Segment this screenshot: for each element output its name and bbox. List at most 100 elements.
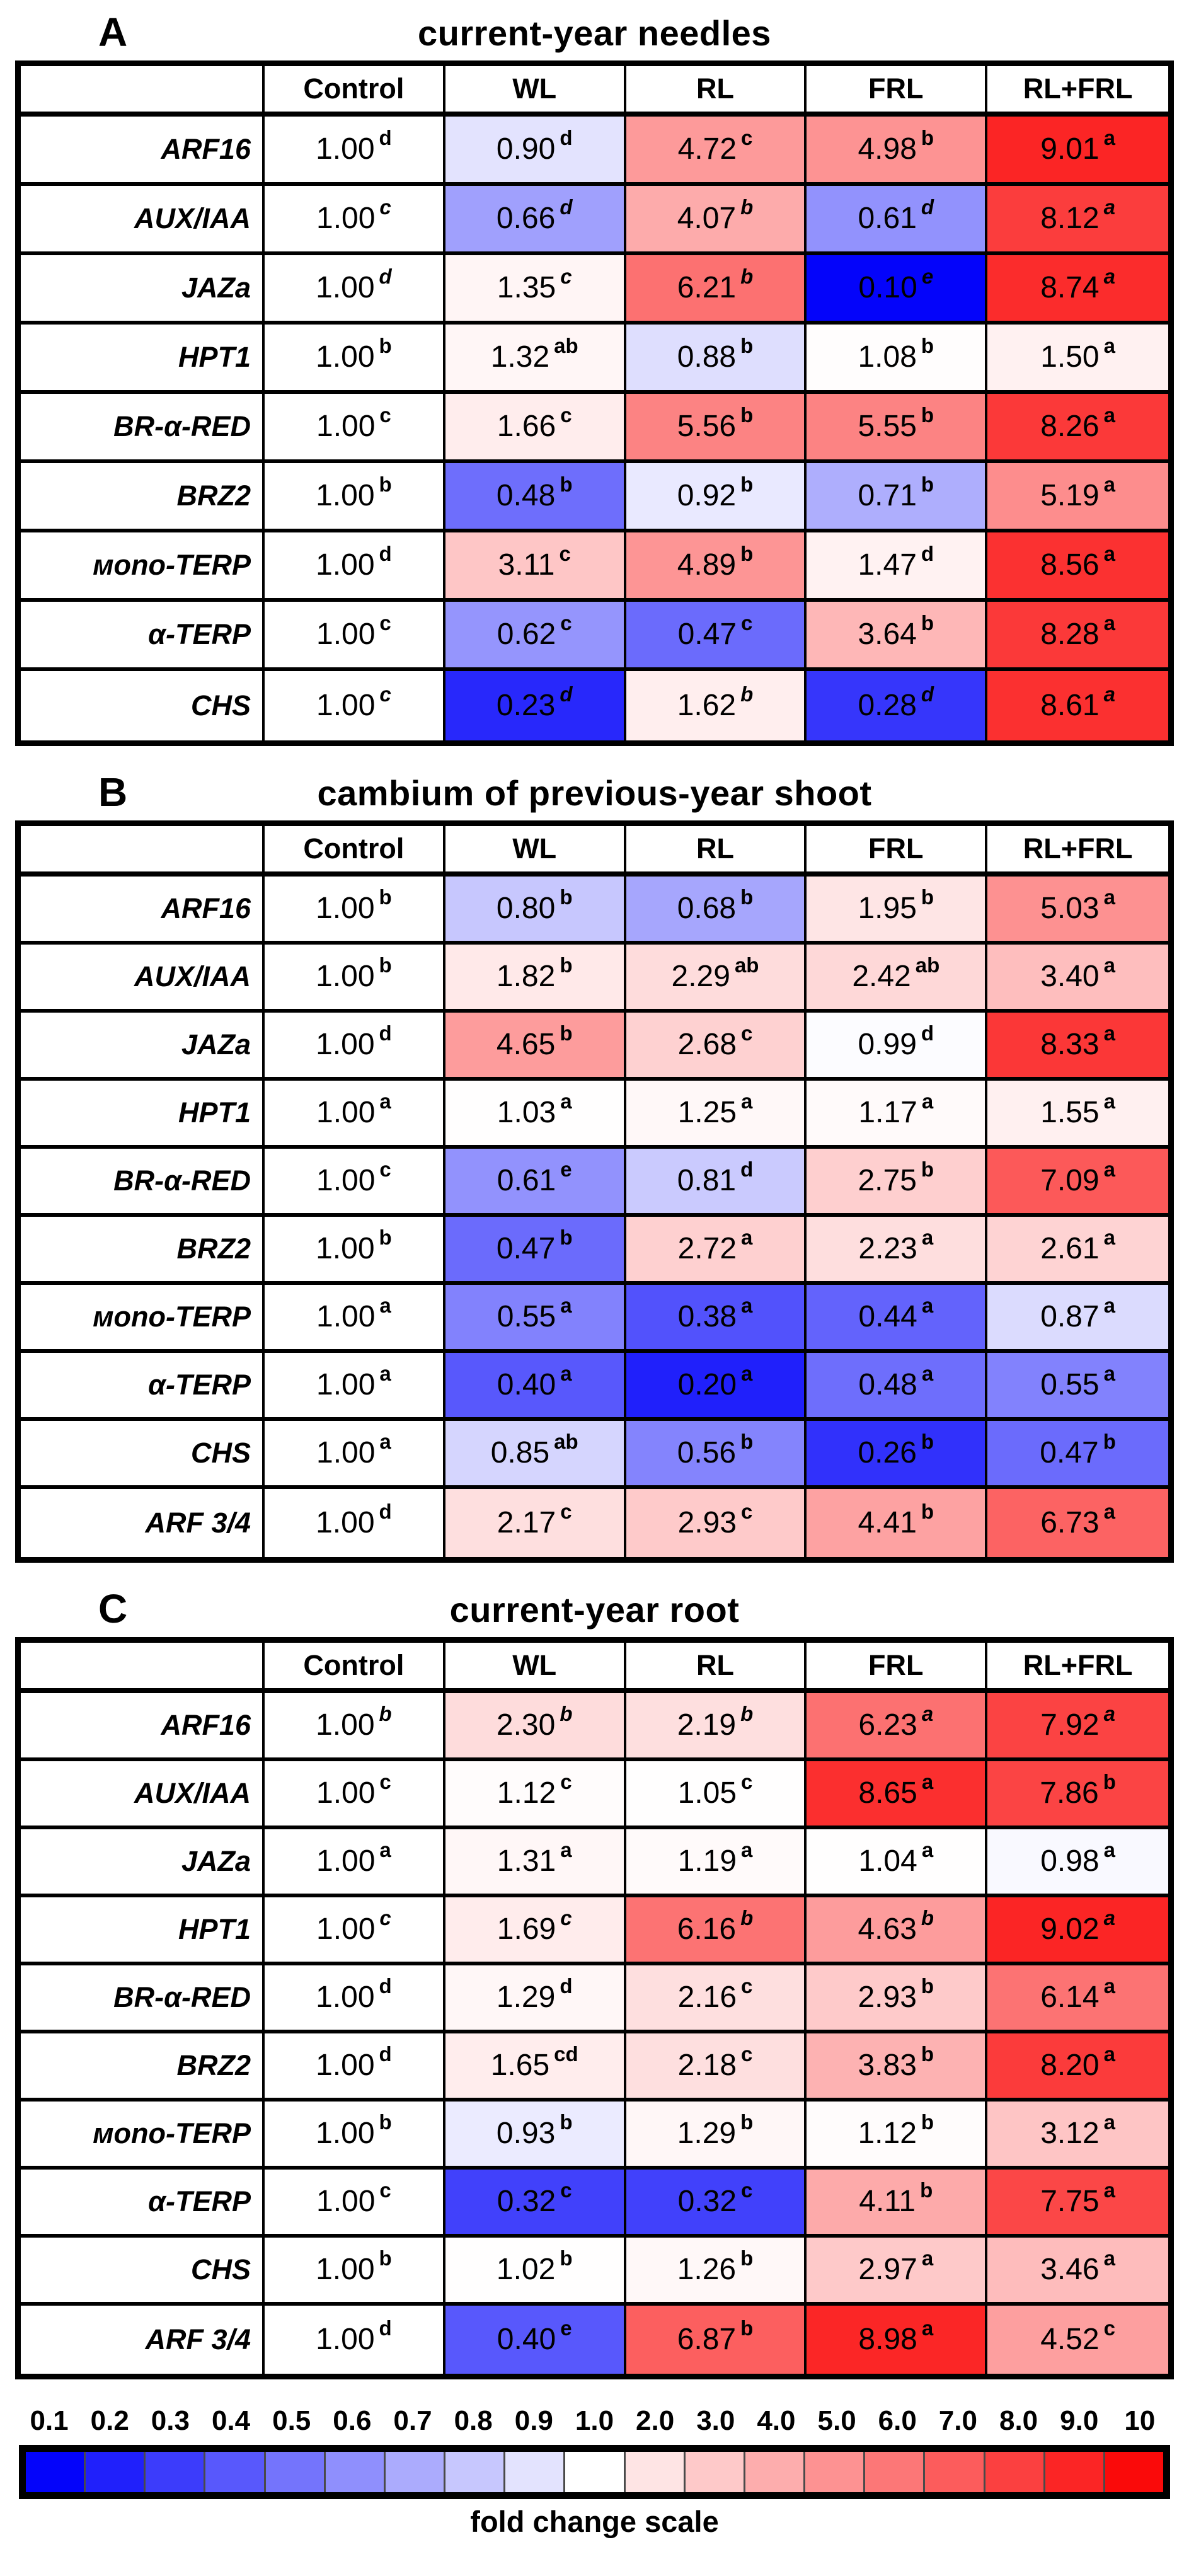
heatmap-cell: 4.65 b bbox=[445, 1013, 626, 1081]
cell-significance: a bbox=[1103, 1157, 1115, 1181]
cell-value: 5.55 bbox=[858, 410, 917, 443]
cell-significance: a bbox=[1103, 1021, 1115, 1045]
heatmap-cell: 0.68 b bbox=[626, 877, 807, 945]
cell-significance: b bbox=[921, 1499, 934, 1523]
heatmap-cell: 2.18 c bbox=[626, 2033, 807, 2102]
scale-tick-label: 0.8 bbox=[454, 2405, 493, 2436]
heatmap-cell: 2.19 b bbox=[626, 1693, 807, 1761]
heatmap-cell: 6.16 b bbox=[626, 1897, 807, 1965]
heatmap-cell: 1.00 b bbox=[265, 1693, 445, 1761]
column-header: RL bbox=[626, 1643, 807, 1693]
gene-label: CHS bbox=[21, 2238, 265, 2306]
cell-significance: a bbox=[1103, 472, 1115, 496]
heatmap-cell: 0.32 c bbox=[445, 2170, 626, 2238]
cell-significance: a bbox=[1103, 125, 1115, 149]
heatmap-cell: 1.00 d bbox=[265, 117, 445, 186]
cell-significance: b bbox=[740, 1429, 754, 1453]
cell-value: 1.82 bbox=[496, 960, 556, 993]
heatmap-cell: 8.74 a bbox=[987, 255, 1168, 325]
cell-value: 0.23 bbox=[496, 689, 556, 722]
cell-value: 0.38 bbox=[677, 1300, 737, 1333]
heatmap-cell: 0.44 a bbox=[807, 1285, 988, 1353]
heatmap-cell: 0.55 a bbox=[987, 1353, 1168, 1421]
cell-value: 1.00 bbox=[316, 548, 375, 582]
heatmap-cell: 1.00 b bbox=[265, 1217, 445, 1285]
cell-value: 1.03 bbox=[497, 1096, 556, 1129]
panel-letter: C bbox=[98, 1586, 128, 1631]
heatmap-cell: 1.95 b bbox=[807, 877, 988, 945]
cell-significance: d bbox=[379, 1021, 392, 1045]
cell-significance: a bbox=[741, 1293, 753, 1317]
cell-value: 1.69 bbox=[497, 1912, 556, 1946]
cell-value: 2.42 bbox=[852, 960, 911, 993]
cell-significance: d bbox=[379, 541, 392, 565]
scale-tick-label: 1.0 bbox=[575, 2405, 614, 2436]
gene-label: BRZ2 bbox=[21, 463, 265, 532]
scale-color-bar bbox=[19, 2445, 1170, 2499]
scale-swatch bbox=[385, 2452, 446, 2492]
cell-significance: d bbox=[379, 264, 392, 288]
fold-change-scale: 0.1 0.2 0.3 0.4 0.5 0.6 0.7 0.8 0.9 1.0 2.0 3.0 4.0 5… bbox=[19, 2405, 1170, 2539]
heatmap-cell: 0.87 a bbox=[987, 1285, 1168, 1353]
heatmap-cell: 1.00 d bbox=[265, 255, 445, 325]
cell-value: 1.00 bbox=[316, 2117, 375, 2150]
heatmap-cell: 1.32 ab bbox=[445, 325, 626, 394]
cell-value: 3.83 bbox=[858, 2049, 917, 2082]
heatmap-cell: 1.19 a bbox=[626, 1829, 807, 1897]
scale-swatch bbox=[445, 2452, 506, 2492]
scale-tick-label: 0.7 bbox=[393, 2405, 432, 2436]
heatmap-cell: 6.23 a bbox=[807, 1693, 988, 1761]
cell-value: 2.68 bbox=[677, 1028, 737, 1061]
heatmap-cell: 1.00 d bbox=[265, 1965, 445, 2033]
cell-significance: a bbox=[1103, 885, 1115, 909]
cell-significance: b bbox=[379, 472, 392, 496]
cell-significance: b bbox=[740, 1701, 754, 1725]
cell-value: 3.40 bbox=[1040, 960, 1100, 993]
heatmap-cell: 8.20 a bbox=[987, 2033, 1168, 2102]
cell-value: 1.00 bbox=[316, 1232, 375, 1265]
scale-tick-label: 0.9 bbox=[514, 2405, 553, 2436]
cell-value: 1.00 bbox=[316, 1368, 376, 1401]
scale-swatch bbox=[205, 2452, 266, 2492]
heatmap-cell: 1.69 c bbox=[445, 1897, 626, 1965]
cell-significance: c bbox=[379, 403, 391, 427]
cell-significance: c bbox=[741, 611, 753, 635]
cell-value: 1.02 bbox=[496, 2253, 556, 2286]
scale-swatch bbox=[685, 2452, 745, 2492]
heatmap-cell: 5.19 a bbox=[987, 463, 1168, 532]
heatmap-cell: 2.30 b bbox=[445, 1693, 626, 1761]
gene-label: BR-α-RED bbox=[21, 394, 265, 463]
cell-significance: a bbox=[921, 1293, 934, 1317]
heatmap-cell: 0.99 d bbox=[807, 1013, 988, 1081]
heatmap-cell: 4.11 b bbox=[807, 2170, 988, 2238]
heatmap-cell: 7.86 b bbox=[987, 1761, 1168, 1829]
gene-label: ARF16 bbox=[21, 1693, 265, 1761]
cell-significance: a bbox=[741, 1089, 753, 1113]
column-header: FRL bbox=[807, 1643, 988, 1693]
cell-value: 4.63 bbox=[858, 1912, 917, 1946]
cell-significance: b bbox=[560, 1021, 573, 1045]
cell-significance: c bbox=[379, 1906, 391, 1929]
heatmap-cell: 1.50 a bbox=[987, 325, 1168, 394]
gene-label: мono-TERP bbox=[21, 1285, 265, 1353]
heatmap-cell: 2.29 ab bbox=[626, 945, 807, 1013]
cell-significance: a bbox=[1103, 2042, 1115, 2066]
cell-significance: d bbox=[921, 195, 934, 219]
cell-significance: b bbox=[740, 2316, 754, 2340]
gene-label: AUX/IAA bbox=[21, 1761, 265, 1829]
cell-significance: a bbox=[379, 1361, 391, 1385]
panel-title: cambium of previous-year shoot bbox=[317, 773, 872, 813]
heatmap-cell: 1.47 d bbox=[807, 532, 988, 602]
cell-value: 1.00 bbox=[316, 1981, 375, 2014]
cell-value: 0.56 bbox=[677, 1436, 737, 1469]
cell-value: 1.00 bbox=[316, 479, 375, 512]
scale-swatch bbox=[265, 2452, 326, 2492]
cell-value: 2.97 bbox=[858, 2253, 917, 2286]
heatmap-cell: 0.20 a bbox=[626, 1353, 807, 1421]
column-header: FRL bbox=[807, 826, 988, 877]
cell-significance: cd bbox=[554, 2042, 578, 2066]
gene-label: BRZ2 bbox=[21, 1217, 265, 1285]
scale-tick-label: 0.2 bbox=[90, 2405, 129, 2436]
cell-significance: c bbox=[560, 403, 572, 427]
cell-significance: a bbox=[1103, 195, 1115, 219]
